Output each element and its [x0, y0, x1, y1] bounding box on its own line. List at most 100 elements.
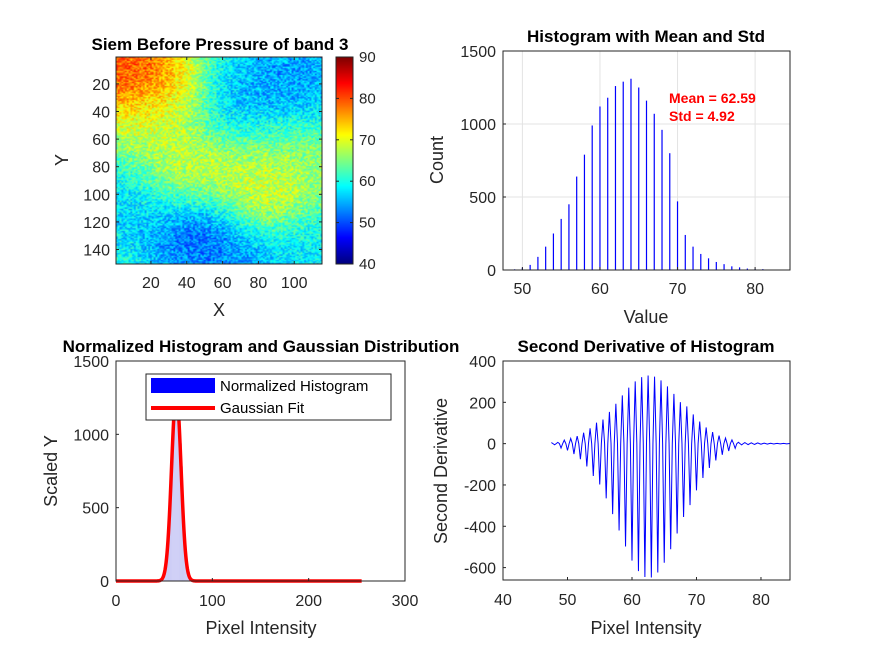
- normalized-histogram-bar: [180, 427, 181, 581]
- colorbar-tick-label: 40: [359, 256, 376, 273]
- normalized-histogram-bar: [164, 575, 166, 581]
- derivative-ytick-label: -200: [464, 478, 496, 495]
- normalized-histogram-bar: [184, 558, 186, 581]
- derivative-xtick-label: 40: [494, 592, 512, 609]
- gaussian-xtick-label: 300: [392, 593, 419, 610]
- histogram-bar: [537, 256, 539, 270]
- derivative-xtick-label: 80: [752, 592, 770, 609]
- colorbar-tick-label: 90: [359, 49, 376, 66]
- heatmap-frame: [115, 56, 323, 265]
- histogram-bar: [715, 261, 717, 270]
- histogram-ylabel: Count: [427, 136, 447, 184]
- histogram-bar: [707, 258, 710, 270]
- heatmap-image: [116, 57, 322, 264]
- heatmap-title: Siem Before Pressure of band 3: [92, 35, 349, 54]
- derivative-ytick-label: 400: [469, 354, 496, 371]
- colorbar-tick-label: 80: [359, 90, 376, 107]
- heatmap-xtick-label: 100: [281, 275, 308, 292]
- derivative-xtick-label: 60: [623, 592, 641, 609]
- normalized-histogram-bar: [174, 411, 176, 581]
- derivative-frame: [502, 360, 791, 581]
- gaussian-xtick-label: 100: [199, 593, 226, 610]
- histogram-panel: Histogram with Mean and Std 50 60 70 80 0 500…: [427, 27, 791, 327]
- colorbar-tick-label: 50: [359, 215, 376, 232]
- histogram-xtick-label: 60: [591, 281, 609, 298]
- histogram-bar: [676, 201, 679, 270]
- histogram-bar: [599, 106, 601, 270]
- colorbar-image: [336, 57, 353, 264]
- histogram-bar: [607, 97, 609, 270]
- histogram-bar: [583, 154, 586, 270]
- legend-label-gaussian: Gaussian Fit: [220, 400, 305, 417]
- heatmap-ytick-label: 40: [92, 105, 110, 122]
- heatmap-ytick-label: 20: [92, 77, 110, 94]
- heatmap-xtick-label: 20: [142, 275, 160, 292]
- derivative-ytick-label: 200: [469, 395, 496, 412]
- histogram-frame: [502, 50, 791, 271]
- colorbar-frame: [335, 56, 354, 265]
- second-derivative-line: [551, 375, 791, 578]
- histogram-ytick-label: 1000: [460, 117, 496, 134]
- normalized-histogram-bar: [179, 414, 181, 581]
- colorbar-tick-label: 60: [359, 173, 376, 190]
- gaussian-frame: [115, 360, 406, 582]
- heatmap-ytick-label: 120: [83, 215, 110, 232]
- normalized-histogram-bar: [168, 530, 170, 581]
- histogram-bar: [723, 264, 725, 270]
- derivative-ylabel: Second Derivative: [431, 398, 451, 544]
- gaussian-ytick-label: 500: [82, 501, 109, 518]
- legend-swatch-histogram: [151, 378, 215, 393]
- histogram-bar: [591, 125, 593, 271]
- derivative-ytick-label: -600: [464, 561, 496, 578]
- histogram-bar: [738, 267, 741, 270]
- heatmap-xtick-label: 80: [250, 275, 268, 292]
- histogram-bar: [529, 264, 531, 270]
- normalized-histogram-bar: [171, 467, 173, 581]
- legend: Normalized Histogram Gaussian Fit: [145, 373, 392, 421]
- histogram-bar: [638, 87, 640, 270]
- colorbar-tick-label: 70: [359, 132, 376, 149]
- heatmap-ytick-label: 100: [83, 187, 110, 204]
- normalized-histogram-bar: [163, 578, 165, 581]
- derivative-xtick-label: 70: [688, 592, 706, 609]
- gaussian-ytick-label: 0: [100, 574, 109, 591]
- normalized-histogram-bar: [167, 545, 169, 581]
- normalized-histogram-bar: [165, 568, 167, 581]
- heatmap-ytick-label: 80: [92, 160, 110, 177]
- derivative-xlabel: Pixel Intensity: [590, 618, 701, 638]
- gaussian-ylabel: Scaled Y: [41, 435, 61, 507]
- gaussian-xlabel: Pixel Intensity: [205, 618, 316, 638]
- mean-annotation: Mean = 62.59: [669, 90, 756, 106]
- histogram-ytick-label: 1500: [460, 44, 496, 61]
- normalized-histogram-bar: [177, 393, 179, 581]
- heatmap-ytick-label: 60: [92, 132, 110, 149]
- normalized-histogram-bar: [166, 558, 168, 581]
- histogram-bar: [653, 113, 655, 270]
- histogram-xtick-label: 80: [746, 281, 764, 298]
- histogram-bar: [746, 268, 748, 270]
- heatmap-xlabel: X: [213, 300, 225, 320]
- gaussian-xtick-label: 200: [295, 593, 322, 610]
- gaussian-ytick-label: 1500: [73, 354, 109, 371]
- histogram-bar: [560, 218, 562, 270]
- gaussian-ytick-label: 1000: [73, 427, 109, 444]
- histogram-bar: [731, 266, 733, 270]
- derivative-xtick-label: 50: [559, 592, 577, 609]
- histogram-bar: [630, 78, 632, 271]
- histogram-bar: [692, 246, 694, 270]
- histogram-ytick-label: 0: [487, 263, 496, 280]
- normalized-histogram-bar: [172, 439, 174, 581]
- normalized-histogram-bar: [169, 516, 171, 581]
- normalized-histogram-bar: [170, 489, 172, 581]
- normalized-histogram-bar: [176, 396, 178, 581]
- derivative-ytick-label: 0: [487, 437, 496, 454]
- histogram-bar: [576, 176, 578, 270]
- histogram-bar: [622, 81, 624, 270]
- gaussian-title: Normalized Histogram and Gaussian Distri…: [63, 337, 460, 356]
- legend-label-histogram: Normalized Histogram: [220, 378, 368, 395]
- heatmap-ytick-label: 140: [83, 243, 110, 260]
- histogram-bar: [684, 234, 686, 270]
- histogram-bar: [669, 153, 671, 270]
- heatmap-panel: Siem Before Pressure of band 3 20 40 60 80 1…: [52, 35, 376, 320]
